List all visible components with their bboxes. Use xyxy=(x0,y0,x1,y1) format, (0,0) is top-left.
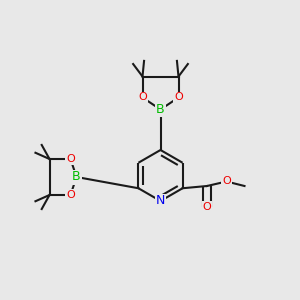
Text: B: B xyxy=(156,103,165,116)
Text: O: O xyxy=(66,190,75,200)
Text: O: O xyxy=(66,154,75,164)
Text: O: O xyxy=(174,92,183,103)
Text: O: O xyxy=(138,92,147,103)
Text: O: O xyxy=(222,176,231,187)
Text: O: O xyxy=(202,202,211,212)
Text: N: N xyxy=(156,194,165,208)
Text: B: B xyxy=(72,170,81,184)
